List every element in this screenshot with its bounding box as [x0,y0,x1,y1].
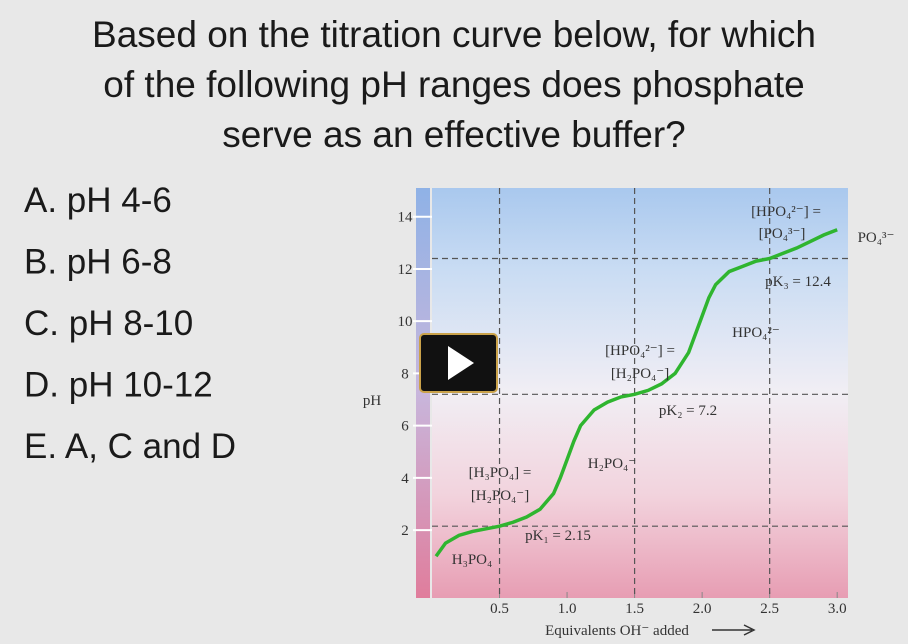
x-tick-label: 1.0 [558,601,577,617]
pk-label: pK₂ = 7.2 [659,403,717,419]
choice: D. pH 10-12 [24,366,213,405]
ph-strip [416,188,430,598]
annotation: [HPO₄²⁻] = [751,204,821,220]
y-tick-label: 6 [401,419,409,435]
choice: E. A, C and D [24,427,236,466]
pk-label: pK₃ = 12.4 [765,274,831,290]
y-tick-label: 14 [398,210,414,226]
x-axis-label: Equivalents OH⁻ added [545,623,689,639]
y-tick-label: 2 [401,523,409,539]
x-tick-label: 1.5 [625,601,644,617]
x-tick-label: 2.0 [693,601,712,617]
annotation: H₃PO₄ [452,552,492,568]
x-tick-label: 0.5 [490,601,509,617]
question-line: Based on the titration curve below, for … [92,14,816,55]
annotation: H₂PO₄⁻ [588,456,636,472]
annotation: [H₂PO₄⁻] [611,366,669,382]
choice: B. pH 6-8 [24,243,172,282]
titration-curve [434,228,838,558]
y-tick-label: 4 [401,471,409,487]
play-button[interactable] [419,333,498,393]
y-tick-label: 12 [398,262,413,278]
annotation: HPO₄²⁻ [732,325,780,341]
annotation: [H₃PO₄] = [469,465,532,481]
play-icon[interactable] [448,346,474,380]
annotation: [H₂PO₄⁻] [471,488,529,504]
choice: A. pH 4-6 [24,181,172,220]
y-tick-label: 8 [401,366,409,382]
choice: C. pH 8-10 [24,304,193,343]
x-tick-label: 2.5 [760,601,779,617]
y-axis-label: pH [363,393,382,409]
question-line: serve as an effective buffer? [222,114,685,155]
question-line: of the following pH ranges does phosphat… [103,64,804,105]
annotation: [PO₄³⁻] [759,226,806,242]
x-tick-label: 3.0 [828,601,847,617]
x-axis-arrow [712,624,756,636]
annotation: PO₄³⁻ [858,230,895,246]
y-tick-label: 10 [398,314,413,330]
pk-label: pK₁ = 2.15 [525,528,591,544]
annotation: [HPO₄²⁻] = [605,343,675,359]
